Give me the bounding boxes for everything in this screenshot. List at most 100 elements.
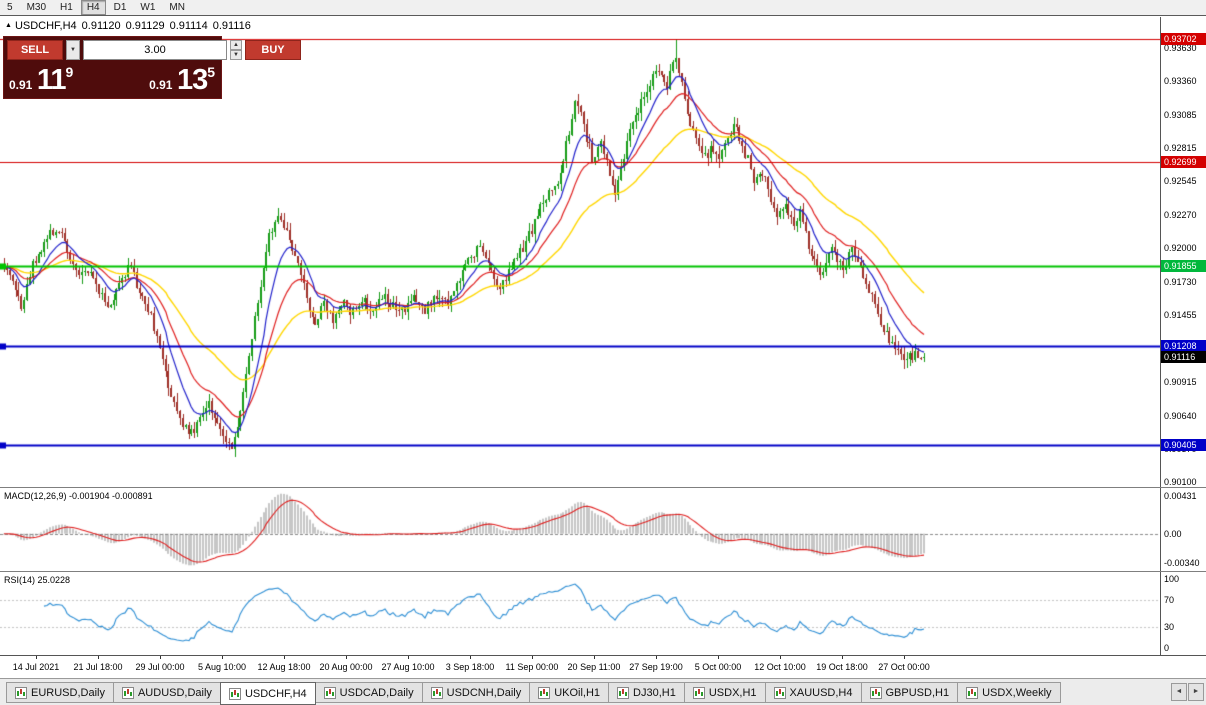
- tab-label: USDCHF,H4: [244, 687, 307, 700]
- tab-scroll-buttons: ◄ ►: [1171, 683, 1204, 701]
- macd-indicator-canvas[interactable]: [0, 488, 1160, 571]
- rsi-indicator-canvas[interactable]: [0, 572, 1160, 655]
- time-tick: [222, 656, 223, 659]
- time-axis-label: 27 Aug 10:00: [381, 662, 435, 672]
- tab-scroll-left-icon[interactable]: ◄: [1171, 683, 1187, 701]
- time-axis[interactable]: 14 Jul 2021 21 Jul 18:00 29 Jul 00:00 5 Aug…: [0, 655, 1206, 678]
- tab-chart-icon: [323, 686, 336, 699]
- time-tick: [346, 656, 347, 659]
- volume-decrease-button[interactable]: ▼: [230, 50, 242, 60]
- panel-splitter[interactable]: [0, 487, 1206, 488]
- time-tick: [160, 656, 161, 659]
- tab-label: DJ30,H1: [633, 686, 676, 699]
- price-tick-label: 0.90100: [1164, 477, 1197, 488]
- ohlc-low: 0.91114: [169, 20, 208, 32]
- tab-chart-icon: [15, 686, 27, 699]
- tab-chart-icon: [617, 686, 630, 699]
- macd-axis-label: -0.00340: [1164, 558, 1200, 568]
- time-tick: [718, 656, 719, 659]
- time-axis-label: 12 Oct 10:00: [754, 662, 806, 672]
- tab-label: USDX,Weekly: [982, 686, 1052, 699]
- chart-tab-xauusd-h4[interactable]: XAUUSD,H4: [764, 682, 862, 703]
- price-tick-label: 0.91455: [1164, 310, 1197, 321]
- chart-tab-usdx-weekly[interactable]: USDX,Weekly: [957, 682, 1061, 703]
- timeframe-button-d1[interactable]: D1: [113, 2, 127, 13]
- chart-tab-gbpusd-h1[interactable]: GBPUSD,H1: [860, 682, 959, 703]
- timeframe-button-m30[interactable]: M30: [26, 2, 47, 13]
- collapse-triangle-icon[interactable]: ▲: [5, 22, 12, 29]
- rsi-indicator-label: RSI(14) 25.0228: [4, 575, 71, 585]
- macd-indicator-label: MACD(12,26,9) -0.001904 -0.000891: [4, 491, 153, 501]
- timeframe-button-h1[interactable]: H1: [60, 2, 73, 13]
- time-tick: [408, 656, 409, 659]
- chart-tab-usdcad-daily[interactable]: USDCAD,Daily: [314, 682, 423, 703]
- timeframe-button-5[interactable]: 5: [7, 2, 13, 13]
- tab-scroll-right-icon[interactable]: ►: [1188, 683, 1204, 701]
- chart-tab-audusd-daily[interactable]: AUDUSD,Daily: [112, 682, 221, 703]
- rsi-axis-label: 100: [1164, 574, 1180, 584]
- volume-increase-button[interactable]: ▲: [230, 40, 242, 50]
- time-tick: [594, 656, 595, 659]
- tab-label: USDCAD,Daily: [339, 686, 414, 699]
- time-axis-label: 3 Sep 18:00: [445, 662, 495, 672]
- price-tick-label: 0.92815: [1164, 143, 1197, 154]
- time-tick: [98, 656, 99, 659]
- tab-chart-icon: [121, 686, 134, 699]
- time-axis-label: 5 Aug 10:00: [197, 662, 247, 672]
- timeframe-button-mn[interactable]: MN: [169, 2, 185, 13]
- timeframe-button-w1[interactable]: W1: [140, 2, 156, 13]
- price-level-badge: 0.93702: [1161, 32, 1206, 45]
- sell-price: 0.91 119: [9, 64, 74, 96]
- buy-price: 0.91 135: [149, 64, 215, 96]
- time-axis-label: 12 Aug 18:00: [257, 662, 311, 672]
- tab-label: XAUUSD,H4: [789, 686, 853, 699]
- chart-tab-bar: EURUSD,Daily AUDUSD,Daily USDCHF,H4 USDCAD,…: [0, 678, 1206, 705]
- chart-tab-eurusd-daily[interactable]: EURUSD,Daily: [6, 682, 114, 703]
- ohlc-high: 0.91129: [125, 20, 165, 32]
- tab-chart-icon: [966, 686, 979, 699]
- price-level-badge: 0.91208: [1161, 339, 1206, 352]
- time-axis-label: 21 Jul 18:00: [73, 662, 123, 672]
- time-tick: [842, 656, 843, 659]
- price-tick-label: 0.92270: [1164, 210, 1197, 221]
- time-axis-label: 20 Sep 11:00: [567, 662, 621, 672]
- timeframe-toolbar: 5 M30 H1 H4 D1 W1 MN: [0, 0, 1206, 16]
- time-tick: [532, 656, 533, 659]
- price-tick-label: 0.90915: [1164, 376, 1197, 387]
- tab-chart-icon: [228, 687, 241, 700]
- volume-input[interactable]: [83, 40, 227, 60]
- time-tick: [36, 656, 37, 659]
- timeframe-button-h4[interactable]: H4: [80, 0, 106, 15]
- price-axis[interactable]: 0.93630 0.93360 0.93085 0.92815 0.92545 0.922…: [1160, 17, 1206, 655]
- tab-label: GBPUSD,H1: [885, 686, 950, 699]
- panel-splitter[interactable]: [0, 571, 1206, 572]
- volume-dropdown[interactable]: ▼: [66, 40, 80, 60]
- time-axis-label: 19 Oct 18:00: [816, 662, 868, 672]
- buy-button[interactable]: BUY: [245, 40, 301, 60]
- ohlc-close: 0.91116: [212, 20, 251, 32]
- chart-tab-usdx-h1[interactable]: USDX,H1: [683, 682, 766, 703]
- time-axis-label: 27 Oct 00:00: [878, 662, 930, 672]
- tab-label: AUDUSD,Daily: [137, 686, 212, 699]
- sell-button[interactable]: SELL: [7, 40, 63, 60]
- chart-tab-dj30-h1[interactable]: DJ30,H1: [608, 682, 685, 703]
- time-axis-label: 20 Aug 00:00: [319, 662, 373, 672]
- time-axis-label: 27 Sep 19:00: [629, 662, 683, 672]
- rsi-axis-label: 30: [1164, 622, 1175, 633]
- macd-axis-label: 0.00: [1164, 528, 1182, 539]
- time-axis-label: 5 Oct 00:00: [694, 662, 742, 672]
- tab-label: USDX,H1: [708, 686, 757, 699]
- time-tick: [780, 656, 781, 659]
- price-tick-label: 0.93630: [1164, 42, 1197, 53]
- chart-tab-ukoil-h1[interactable]: UKOil,H1: [529, 682, 610, 703]
- tab-chart-icon: [538, 686, 551, 699]
- tab-chart-icon: [773, 686, 786, 699]
- time-axis-label: 29 Jul 00:00: [135, 662, 185, 672]
- price-tick-label: 0.91730: [1164, 276, 1197, 287]
- tab-chart-icon: [692, 686, 705, 699]
- time-tick: [904, 656, 905, 659]
- chart-tab-usdchf-h4[interactable]: USDCHF,H4: [219, 682, 316, 705]
- chart-tab-usdcnh-daily[interactable]: USDCNH,Daily: [421, 682, 531, 703]
- chart-symbol-period: USDCHF,H4: [14, 20, 77, 32]
- price-tick-label: 0.90640: [1164, 410, 1197, 421]
